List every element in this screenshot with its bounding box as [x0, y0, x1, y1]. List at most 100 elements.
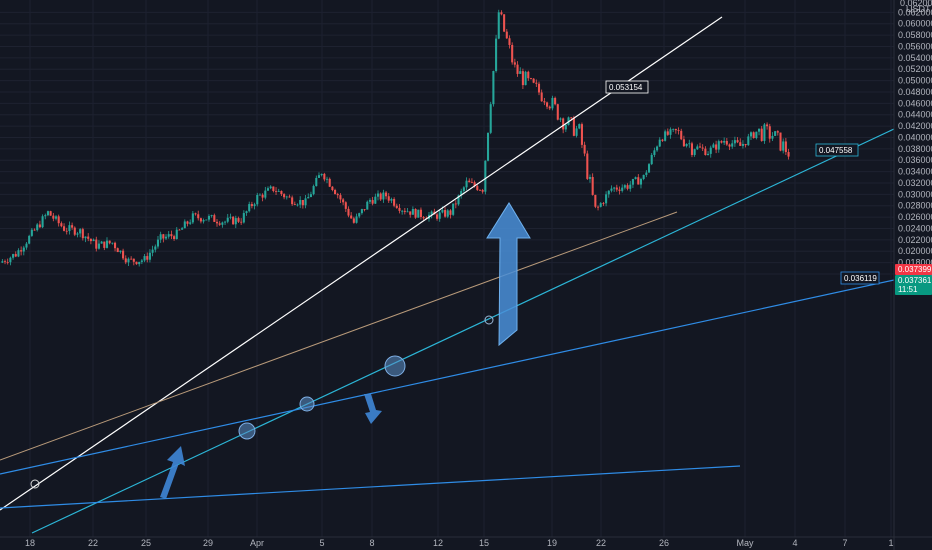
candle-body: [457, 195, 460, 205]
candle-body: [532, 78, 535, 83]
candle-body: [701, 147, 704, 149]
candle-body: [580, 124, 583, 145]
blue-trendline-middle[interactable]: [0, 279, 895, 475]
y-tick-label: 0.022000: [898, 235, 932, 245]
candle-body: [41, 216, 44, 228]
candle-body: [191, 213, 194, 223]
candle-body: [484, 160, 487, 192]
touch-circle-5: [484, 315, 494, 325]
y-tick-label: 0.050000: [898, 76, 932, 86]
candle-body: [205, 219, 208, 221]
candle-body: [495, 38, 498, 72]
candle-body: [419, 209, 422, 218]
candle-body: [97, 243, 100, 249]
price-marker-upper-bg: [895, 264, 932, 275]
candle-body: [473, 182, 476, 187]
candle-body: [71, 225, 74, 228]
candle-body: [57, 216, 60, 224]
label-blue-line-bg: [840, 271, 880, 285]
candle-body: [154, 246, 157, 250]
candle-body: [79, 229, 82, 234]
candle-body: [202, 220, 205, 222]
x-tick-label: 26: [659, 538, 669, 548]
time-axis[interactable]: 18 22 25 29 Apr 5 8 12 15 19 22 26 May 4 7 1: [0, 536, 932, 548]
y-tick-label: 0.034000: [898, 167, 932, 177]
down-arrow-icon-small: [364, 394, 382, 424]
candle-body: [368, 200, 371, 202]
y-tick-label: 0.032000: [898, 178, 932, 188]
candle-body: [677, 130, 680, 131]
candle-body: [173, 236, 176, 239]
candle-body: [224, 221, 227, 223]
candle-body: [116, 248, 119, 253]
candle-body: [728, 144, 731, 147]
white-trendline[interactable]: [0, 16, 723, 511]
candle-body: [84, 236, 87, 239]
candle-body: [755, 131, 758, 139]
tan-trendline[interactable]: [0, 211, 678, 461]
candle-body: [296, 204, 299, 206]
candle-body: [637, 177, 640, 185]
candle-body: [787, 152, 790, 157]
currency-label: USDT: [906, 4, 931, 14]
blue-trendline-lower[interactable]: [0, 465, 741, 509]
candle-body: [95, 239, 98, 249]
candle-body: [20, 250, 23, 252]
candle-body: [422, 217, 425, 219]
candle-body: [411, 208, 414, 215]
candle-body: [575, 128, 578, 136]
candle-body: [162, 234, 165, 239]
candle-body: [645, 172, 648, 175]
label-white-line-bg: [605, 80, 649, 94]
candle-body: [752, 132, 755, 139]
candle-body: [143, 256, 146, 261]
x-tick-label: May: [736, 538, 754, 548]
candle-body: [650, 154, 653, 165]
candle-body: [537, 83, 541, 93]
candle-body: [591, 177, 594, 195]
candle-body: [460, 190, 463, 196]
candle-body: [194, 213, 197, 215]
candle-body: [175, 229, 178, 239]
candle-body: [183, 221, 186, 229]
candle-body: [114, 242, 117, 249]
candle-body: [653, 150, 656, 155]
y-tick-label: 0.036000: [898, 155, 932, 165]
candle-body: [73, 227, 76, 235]
candle-body: [213, 215, 216, 222]
candle-body: [470, 182, 473, 184]
candle-body: [30, 229, 33, 236]
y-tick-label: 0.042000: [898, 121, 932, 131]
candle-body: [178, 229, 181, 231]
candle-body: [207, 216, 210, 220]
candle-body: [621, 187, 624, 191]
label-white-line: 0.053154: [609, 83, 643, 92]
candle-body: [497, 12, 500, 39]
candle-body: [371, 200, 374, 204]
candle-body: [312, 186, 315, 195]
candle-body: [629, 184, 632, 189]
candle-body: [14, 254, 17, 257]
candle-body: [229, 216, 232, 218]
candle-body: [277, 191, 280, 192]
candle-body: [323, 173, 326, 180]
grid-lines: [0, 0, 894, 537]
candle-body: [167, 234, 170, 237]
touch-circle-4: [30, 479, 40, 489]
candle-body: [146, 256, 149, 260]
candle-body: [38, 224, 41, 228]
candle-body: [387, 196, 390, 201]
candle-body: [299, 199, 302, 205]
y-tick-label: 0.020000: [898, 246, 932, 256]
candle-body: [199, 218, 202, 222]
candle-body: [731, 143, 734, 147]
candle-body: [325, 178, 329, 180]
candle-body: [570, 117, 573, 119]
x-tick-label: 12: [433, 538, 443, 548]
x-tick-label: 19: [547, 538, 557, 548]
candle-body: [1, 261, 4, 263]
candle-body: [674, 128, 677, 131]
candle-body: [688, 143, 691, 145]
candle-body: [46, 211, 49, 216]
